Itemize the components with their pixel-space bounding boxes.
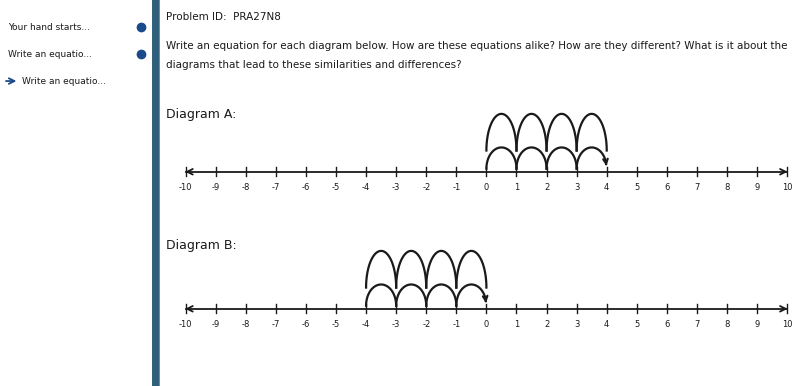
- Text: 9: 9: [754, 320, 760, 329]
- Text: -7: -7: [272, 183, 280, 192]
- Text: 4: 4: [604, 320, 610, 329]
- Text: 1: 1: [514, 320, 519, 329]
- Text: 10: 10: [782, 183, 793, 192]
- Text: 4: 4: [604, 183, 610, 192]
- Text: 3: 3: [574, 183, 579, 192]
- Text: 3: 3: [574, 320, 579, 329]
- Text: -2: -2: [422, 320, 430, 329]
- Text: -7: -7: [272, 320, 280, 329]
- Text: Diagram B:: Diagram B:: [166, 239, 237, 252]
- Text: -10: -10: [179, 183, 192, 192]
- Text: 6: 6: [664, 183, 670, 192]
- Text: -1: -1: [452, 320, 461, 329]
- Text: -3: -3: [392, 320, 400, 329]
- Text: 9: 9: [754, 183, 760, 192]
- Text: 7: 7: [694, 183, 700, 192]
- Text: diagrams that lead to these similarities and differences?: diagrams that lead to these similarities…: [166, 60, 462, 70]
- Text: -4: -4: [362, 183, 370, 192]
- Text: -9: -9: [211, 183, 220, 192]
- Text: Write an equation for each diagram below. How are these equations alike? How are: Write an equation for each diagram below…: [166, 41, 788, 51]
- Text: 2: 2: [544, 320, 549, 329]
- Text: 8: 8: [724, 320, 730, 329]
- Text: Write an equatio...: Write an equatio...: [22, 76, 106, 86]
- Text: 0: 0: [484, 183, 489, 192]
- Text: -5: -5: [332, 320, 340, 329]
- Text: -5: -5: [332, 183, 340, 192]
- Text: -6: -6: [302, 183, 310, 192]
- Text: -10: -10: [179, 320, 192, 329]
- Text: 5: 5: [634, 183, 639, 192]
- Text: -6: -6: [302, 320, 310, 329]
- Text: -8: -8: [242, 183, 250, 192]
- Text: Your hand starts...: Your hand starts...: [8, 22, 90, 32]
- Text: -4: -4: [362, 320, 370, 329]
- Text: -8: -8: [242, 320, 250, 329]
- Text: 1: 1: [514, 183, 519, 192]
- Text: -3: -3: [392, 183, 400, 192]
- Text: -2: -2: [422, 183, 430, 192]
- Text: Write an equatio...: Write an equatio...: [8, 49, 92, 59]
- Text: Diagram A:: Diagram A:: [166, 108, 237, 121]
- Text: Problem ID:  PRA27N8: Problem ID: PRA27N8: [166, 12, 282, 22]
- Text: 7: 7: [694, 320, 700, 329]
- Text: -9: -9: [211, 320, 220, 329]
- Text: -1: -1: [452, 183, 461, 192]
- Text: 2: 2: [544, 183, 549, 192]
- Text: 6: 6: [664, 320, 670, 329]
- Text: 5: 5: [634, 320, 639, 329]
- Text: 8: 8: [724, 183, 730, 192]
- Text: 0: 0: [484, 320, 489, 329]
- Text: 10: 10: [782, 320, 793, 329]
